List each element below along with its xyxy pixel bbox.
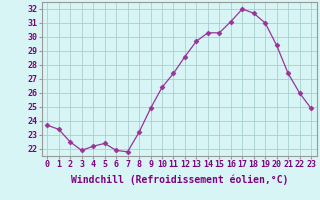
X-axis label: Windchill (Refroidissement éolien,°C): Windchill (Refroidissement éolien,°C) [70,175,288,185]
